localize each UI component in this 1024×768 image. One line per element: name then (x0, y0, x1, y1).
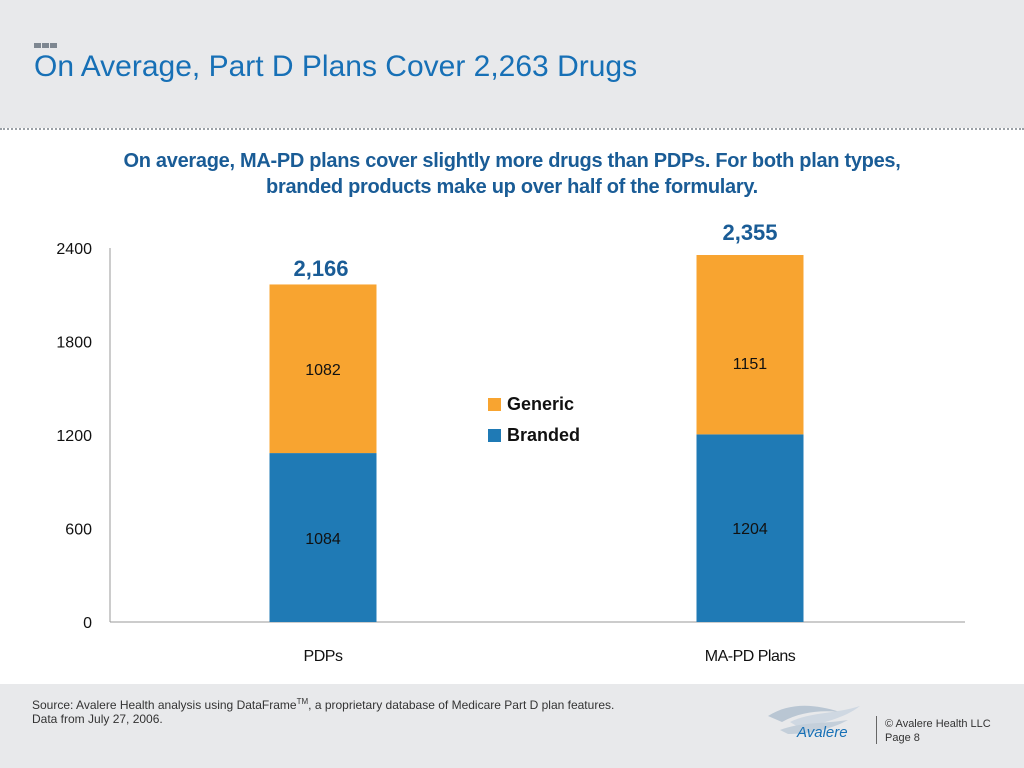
copyright-text: © Avalere Health LLC (885, 718, 991, 730)
page-number: Page 8 (885, 732, 920, 744)
y-tick-label: 2400 (56, 241, 92, 258)
x-tick-label: PDPs (304, 648, 343, 665)
y-tick-label: 0 (83, 615, 92, 632)
legend-swatch-branded (488, 429, 501, 442)
legend-label-branded: Branded (507, 425, 580, 445)
source-note: Source: Avalere Health analysis using Da… (32, 695, 614, 726)
subtitle-line-1: On average, MA-PD plans cover slightly m… (123, 150, 901, 172)
legend-swatch-generic (488, 398, 501, 411)
bar-generic (269, 284, 377, 454)
trademark-mark: TM (296, 697, 309, 706)
footer-band (0, 684, 1024, 768)
total-label: 2,355 (722, 220, 777, 245)
x-tick-label: MA-PD Plans (705, 648, 796, 665)
total-label: 2,166 (293, 256, 348, 281)
legend-label-generic: Generic (507, 394, 574, 414)
footer-separator (876, 716, 877, 744)
page-title: On Average, Part D Plans Cover 2,263 Dru… (34, 50, 638, 83)
header-decoration (34, 35, 58, 53)
y-tick-label: 1800 (56, 335, 92, 352)
stacked-bar-chart: 0 600 1200 1800 2400 PDPs MA-PD Plans 1084 1082… (56, 220, 965, 665)
avalere-bird-logo-icon (768, 705, 860, 734)
bar-branded (269, 453, 377, 622)
bar-branded (696, 434, 804, 622)
chart-subtitle: On average, MA-PD plans cover slightly m… (40, 148, 984, 200)
source-date: Data from July 27, 2006. (32, 712, 163, 726)
header-divider (0, 128, 1024, 130)
source-prefix: Source: Avalere Health analysis using Da… (32, 698, 297, 712)
bar-value-label: 1084 (305, 531, 341, 548)
bar-value-label: 1151 (733, 356, 768, 373)
bar-value-label: 1082 (305, 362, 341, 379)
subtitle-line-2: branded products make up over half of th… (266, 176, 758, 198)
bar-generic (696, 255, 804, 435)
bar-value-label: 1204 (732, 521, 768, 538)
source-suffix: , a proprietary database of Medicare Par… (308, 698, 615, 712)
y-tick-label: 600 (65, 522, 92, 539)
copyright-block: © Avalere Health LLC Page 8 (885, 717, 991, 745)
avalere-logo-text: Avalere (797, 724, 848, 741)
header-band: On Average, Part D Plans Cover 2,263 Dru… (0, 0, 1024, 128)
y-tick-label: 1200 (56, 428, 92, 445)
